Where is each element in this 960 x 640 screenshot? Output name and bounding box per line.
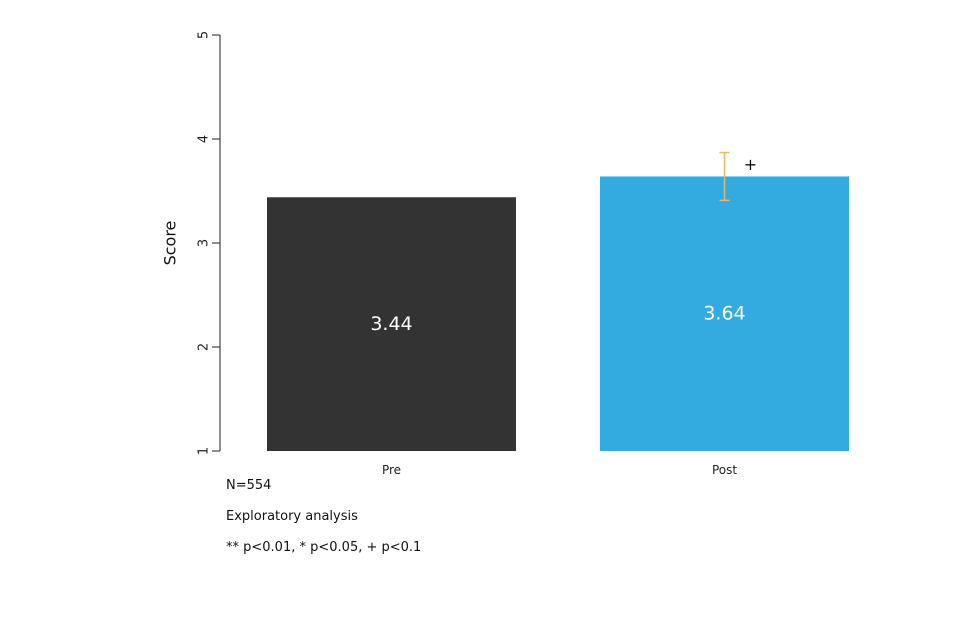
y-tick-label-1: 1 (197, 447, 212, 455)
y-axis-title: Score (161, 221, 180, 266)
y-tick-label-3: 3 (197, 239, 212, 247)
sample-size-note: N=554 (226, 478, 272, 493)
bar-post (600, 176, 849, 451)
significance-legend: ** p<0.01, * p<0.05, + p<0.1 (226, 540, 422, 555)
data-label-post: 3.64 (703, 303, 745, 325)
y-tick-label-4: 4 (197, 135, 212, 143)
x-tick-label-post: Post (712, 463, 737, 477)
analysis-note: Exploratory analysis (226, 509, 358, 524)
y-tick-label-2: 2 (197, 343, 212, 351)
significance-marker: + (744, 155, 757, 174)
data-label-pre: 3.44 (370, 313, 412, 335)
y-tick-label-5: 5 (197, 31, 212, 39)
x-tick-label-pre: Pre (382, 463, 401, 477)
bar-pre (267, 197, 516, 451)
